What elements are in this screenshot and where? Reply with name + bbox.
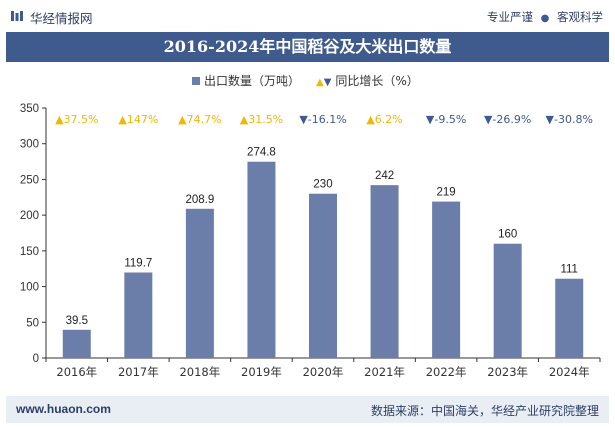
bar: [309, 193, 337, 358]
data-label: 160: [498, 229, 517, 241]
legend: 出口数量（万吨） ▲▼ 同比增长（%）: [0, 70, 615, 90]
bar: [124, 272, 153, 358]
header-tags: 专业严谨 ● 客观科学: [487, 9, 603, 25]
x-tick-label: 2021年: [364, 365, 405, 379]
data-label: 230: [313, 179, 332, 191]
x-tick-label: 2020年: [303, 365, 344, 379]
x-tick-label: 2018年: [179, 365, 220, 379]
x-tick-label: 2023年: [487, 365, 528, 379]
triangle-up-icon: ▲: [316, 77, 324, 88]
bar: [370, 185, 399, 358]
y-tick-label: 0: [33, 353, 39, 365]
data-label: 219: [437, 187, 456, 199]
growth-label-up: ▲147%: [118, 113, 158, 126]
bar-chart: 0 50 100 150 200 250 300 350 39.5 2016年 ▲37.5% 119.…: [20, 103, 601, 379]
y-tick-label: 100: [20, 282, 39, 294]
top-bar: 华经情报网 专业严谨 ● 客观科学: [0, 0, 615, 32]
x-tick-label: 2019年: [241, 365, 282, 379]
growth-label-down: ▼-9.5%: [426, 113, 466, 126]
bar: [555, 278, 584, 358]
y-tick-label: 150: [20, 246, 39, 258]
legend-label-growth: 同比增长（%）: [335, 74, 419, 88]
legend-swatch: [192, 76, 200, 85]
legend-label-export: 出口数量（万吨）: [204, 74, 301, 88]
chart-title: 2016-2024年中国稻谷及大米出口数量: [163, 37, 452, 56]
growth-label-up: ▲6.2%: [366, 113, 402, 126]
growth-label-up: ▲74.7%: [178, 113, 221, 126]
legend-item-growth: ▲▼ 同比增长（%）: [316, 72, 419, 89]
bar: [185, 208, 214, 358]
growth-label-up: ▲31.5%: [240, 113, 283, 126]
x-tick-label: 2016年: [56, 365, 97, 379]
bar: [432, 201, 461, 358]
tag-right: 客观科学: [557, 10, 603, 24]
x-tick-label: 2024年: [549, 365, 590, 379]
footer-url: www.huaon.com: [16, 402, 111, 416]
y-tick-label: 300: [20, 139, 39, 151]
y-tick-label: 50: [26, 317, 39, 329]
legend-item-export: 出口数量（万吨）: [192, 72, 300, 89]
bar: [247, 161, 276, 358]
separator-dot-icon: ●: [540, 13, 550, 24]
growth-label-up: ▲37.5%: [55, 113, 98, 126]
brand-logo-icon: [11, 11, 23, 21]
growth-label-down: ▼-30.8%: [546, 113, 593, 126]
title-banner: 2016-2024年中国稻谷及大米出口数量: [6, 32, 609, 62]
footer-source: 数据来源：中国海关，华经产业研究院整理: [370, 404, 599, 418]
bar: [493, 243, 522, 358]
data-label: 274.8: [247, 147, 276, 159]
y-tick-label: 350: [20, 103, 39, 115]
growth-label-down: ▼-16.1%: [299, 113, 346, 126]
tag-left: 专业严谨: [486, 10, 533, 24]
data-label: 39.5: [66, 315, 88, 327]
brand-name: 华经情报网: [30, 11, 93, 26]
data-label: 208.9: [185, 194, 214, 206]
data-label: 119.7: [124, 258, 152, 270]
data-label: 242: [375, 170, 394, 182]
footer: www.huaon.com 数据来源：中国海关，华经产业研究院整理: [6, 396, 609, 423]
x-tick-label: 2022年: [426, 365, 467, 379]
y-tick-label: 250: [20, 174, 39, 186]
growth-label-down: ▼-26.9%: [484, 113, 531, 126]
y-tick-label: 200: [20, 210, 39, 222]
x-tick-label: 2017年: [118, 365, 159, 379]
triangle-down-icon: ▼: [323, 77, 332, 88]
data-label: 111: [560, 264, 577, 276]
bar: [62, 329, 91, 358]
